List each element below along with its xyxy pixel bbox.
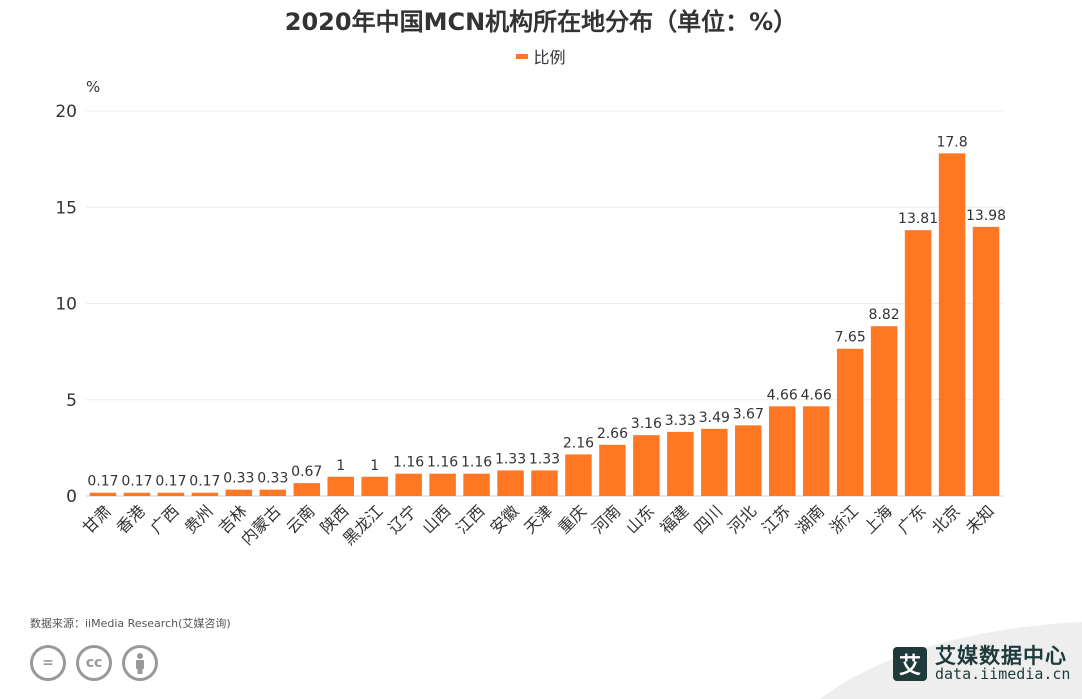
data-label: 0.17 [155, 474, 186, 490]
data-source-note: 数据来源：iiMedia Research(艾媒咨询) [30, 617, 231, 630]
data-label: 3.67 [733, 406, 764, 422]
brand-logo-icon: 艾 [893, 646, 927, 681]
x-tick-label: 安徽 [486, 501, 522, 537]
data-label: 2.16 [563, 435, 594, 451]
bar [904, 230, 932, 496]
bar [327, 476, 354, 496]
x-tick-label: 四川 [690, 501, 726, 537]
x-tick-label: 福建 [656, 501, 692, 537]
data-label: 3.49 [699, 410, 730, 426]
x-tick-label: 未知 [962, 501, 998, 537]
bar [735, 425, 762, 496]
data-label: 0.33 [257, 471, 288, 487]
license-icons: = cc [30, 645, 158, 681]
data-label: 4.66 [767, 387, 798, 403]
x-tick-label: 江西 [452, 501, 488, 537]
y-tick-label: 15 [55, 198, 77, 218]
legend-label: 比例 [533, 48, 566, 67]
bar [225, 489, 253, 496]
data-label: 1 [370, 458, 379, 474]
bar [802, 406, 830, 496]
data-label: 17.8 [936, 134, 967, 150]
x-tick-label: 江苏 [758, 501, 794, 537]
x-tick-label: 天津 [520, 501, 556, 537]
x-tick-label: 辽宁 [384, 501, 420, 537]
data-label: 0.33 [223, 471, 254, 487]
data-label: 0.17 [121, 474, 152, 490]
data-label: 3.33 [665, 413, 696, 429]
data-label: 4.66 [801, 387, 832, 403]
bar [633, 435, 660, 496]
y-tick-label: 10 [55, 295, 77, 315]
x-tick-label: 湖南 [792, 501, 828, 537]
x-tick-label: 香港 [113, 501, 149, 537]
bar [701, 428, 728, 496]
bar [463, 473, 490, 496]
data-label: 0.67 [291, 464, 322, 480]
x-tick-label: 河南 [588, 501, 624, 537]
chart-legend: 比例 [0, 44, 1082, 68]
bar [938, 153, 966, 496]
chart-title: 2020年中国MCN机构所在地分布（单位：%） [284, 8, 798, 36]
bar [123, 492, 151, 496]
y-tick-label: 5 [66, 391, 77, 411]
brand-name: 艾媒数据中心 [935, 644, 1067, 668]
x-tick-label: 上海 [860, 501, 896, 537]
bar [836, 348, 864, 496]
data-label: 1.16 [427, 455, 458, 471]
bar [497, 470, 524, 496]
bar [293, 483, 321, 496]
bar [191, 492, 219, 496]
bar [89, 492, 117, 496]
data-label: 0.17 [87, 474, 118, 490]
x-tick-label: 浙江 [826, 501, 862, 537]
footer-swoosh-decoration [820, 622, 1082, 699]
bar-chart: 05101520%0.17甘肃0.17香港0.17广西0.17贵州0.33吉林0… [55, 78, 1006, 549]
x-tick-label: 广东 [894, 501, 930, 537]
data-label: 1.16 [461, 455, 492, 471]
creative-commons-icon: cc [76, 645, 112, 681]
legend-swatch [516, 53, 529, 59]
bar [972, 226, 1000, 496]
data-label: 1 [336, 458, 345, 474]
bar [870, 326, 898, 496]
data-label: 2.66 [597, 426, 628, 442]
data-label: 0.17 [189, 474, 220, 490]
bar [599, 444, 626, 496]
bar [531, 470, 558, 496]
bar [667, 431, 694, 496]
data-label: 13.98 [966, 208, 1006, 224]
data-label: 1.33 [495, 451, 526, 467]
x-tick-label: 山东 [622, 501, 658, 537]
x-tick-label: 山西 [418, 501, 454, 537]
x-tick-label: 广西 [147, 501, 183, 537]
y-tick-label: 20 [55, 102, 77, 122]
data-label: 1.16 [393, 455, 424, 471]
no-derivatives-icon: = [30, 645, 66, 681]
bar [259, 489, 287, 496]
brand-block: 艾 艾媒数据中心 data.iimedia.cn [893, 645, 1070, 683]
data-label: 1.33 [529, 451, 560, 467]
bar [361, 476, 388, 496]
data-label: 7.65 [835, 330, 866, 346]
attribution-icon [122, 645, 158, 681]
bar [157, 492, 185, 496]
bar [565, 454, 592, 496]
bar [395, 473, 422, 496]
x-tick-label: 河北 [724, 501, 760, 537]
x-tick-label: 北京 [928, 501, 964, 537]
data-label: 3.16 [631, 416, 662, 432]
x-tick-label: 贵州 [181, 501, 217, 537]
x-tick-label: 云南 [283, 501, 319, 537]
x-tick-label: 甘肃 [79, 501, 115, 537]
person-icon [136, 653, 144, 674]
bar [768, 406, 796, 496]
y-axis-label: % [86, 78, 100, 96]
y-tick-label: 0 [66, 487, 77, 507]
data-label: 8.82 [869, 307, 900, 323]
data-label: 13.81 [898, 211, 938, 227]
bar [429, 473, 456, 496]
x-tick-label: 重庆 [554, 501, 590, 537]
brand-url: data.iimedia.cn [935, 665, 1071, 684]
